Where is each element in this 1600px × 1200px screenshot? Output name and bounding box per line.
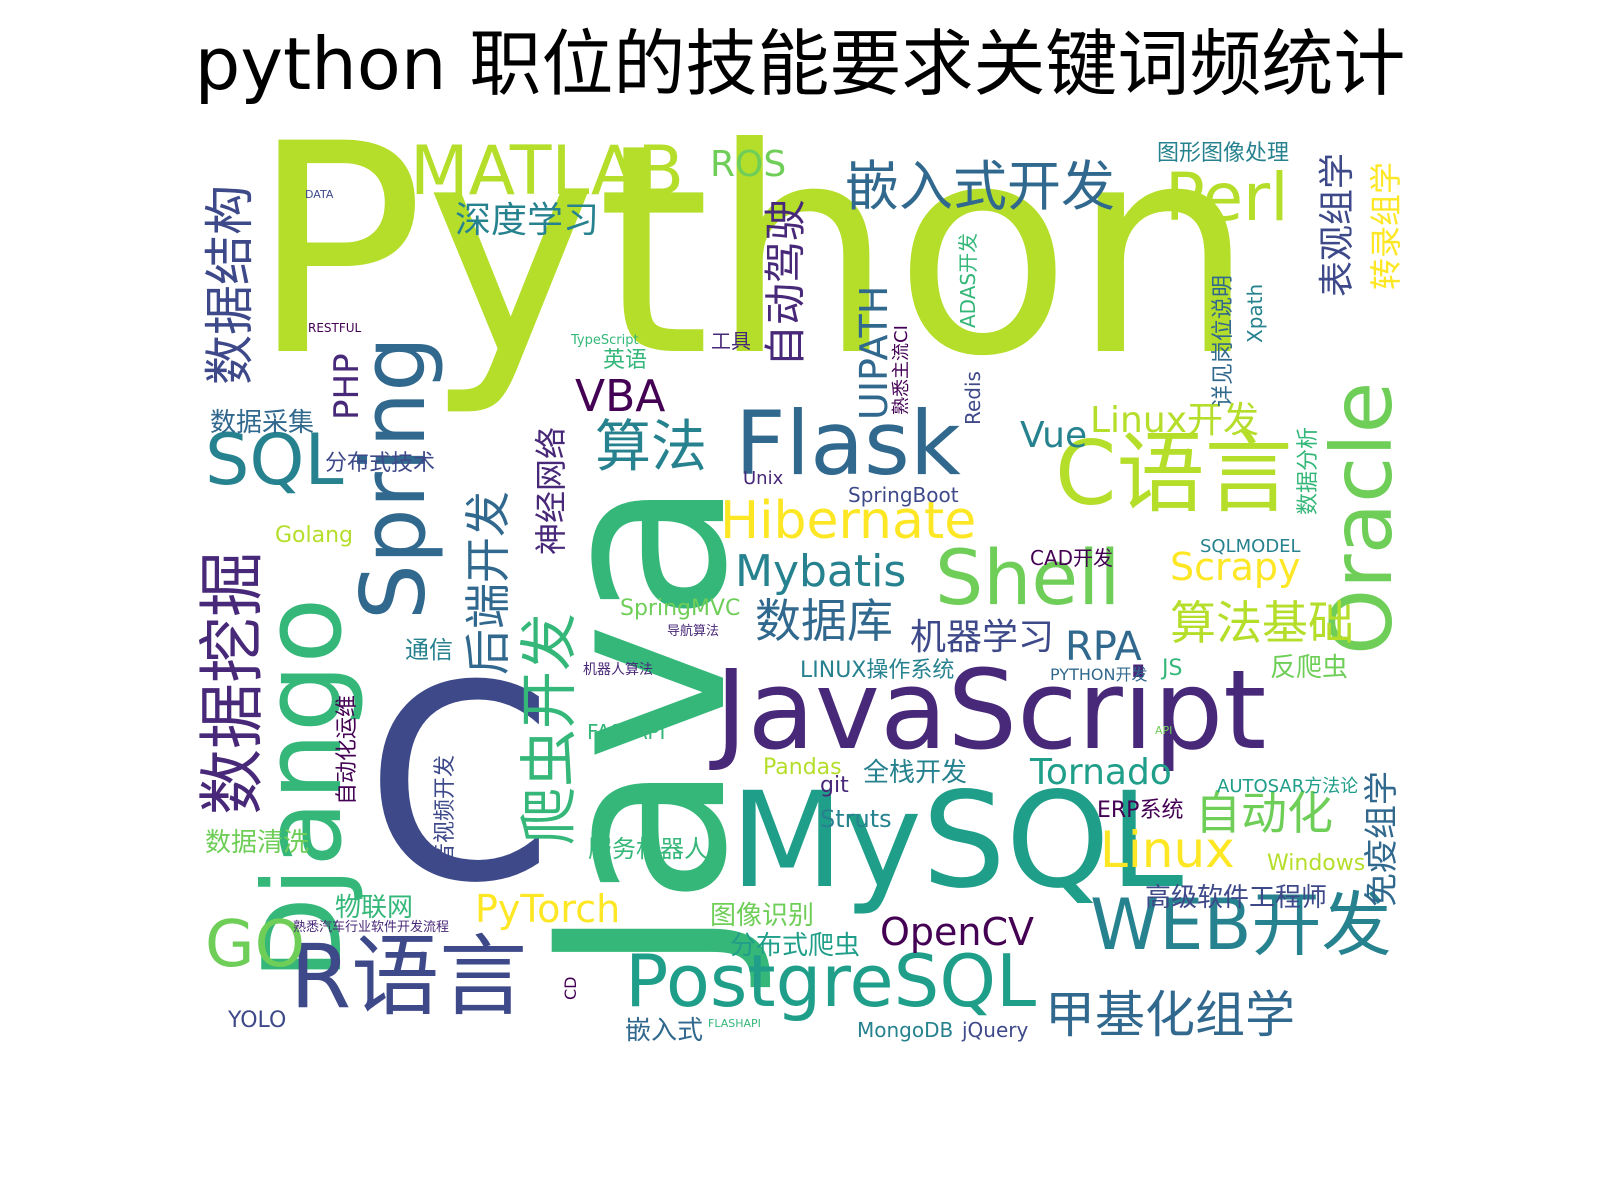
word-c-language: C语言 — [1055, 422, 1293, 525]
word-go: GO — [205, 908, 305, 982]
word-rpa: RPA — [1065, 624, 1142, 670]
word-immunomics: 免疫组学 — [1362, 771, 1402, 907]
word-cloud: Python Java C JavaScript MySQL Django Fl… — [195, 135, 1430, 1070]
word-yolo: YOLO — [228, 1008, 287, 1033]
word-r-language: R语言 — [290, 925, 528, 1028]
word-hibernate: Hibernate — [720, 491, 977, 551]
word-transcriptomics: 转录组学 — [1367, 161, 1405, 290]
word-algorithm: 算法 — [595, 415, 707, 480]
word-python-dev: PYTHON开发 — [1050, 665, 1148, 684]
word-windows: Windows — [1267, 851, 1366, 876]
word-pandas: Pandas — [763, 755, 842, 780]
word-linux-dev: Linux开发 — [1090, 400, 1259, 441]
word-deep-learning: 深度学习 — [455, 200, 600, 241]
word-c: C — [365, 627, 554, 942]
word-automotive-process: 熟悉汽车行业软件开发流程 — [293, 920, 450, 935]
word-opencv: OpenCV — [880, 910, 1035, 954]
word-ros: ROS — [710, 144, 787, 185]
word-js: JS — [1162, 656, 1183, 681]
word-shell: Shell — [935, 533, 1121, 622]
word-sqlmodel: SQLMODEL — [1200, 536, 1301, 557]
word-machine-learning: 机器学习 — [910, 617, 1055, 658]
word-git: git — [820, 773, 849, 798]
word-redis: Redis — [961, 371, 985, 425]
word-algorithm-basics: 算法基础 — [1170, 596, 1354, 650]
word-cd: CD — [561, 976, 580, 1001]
word-springboot: SpringBoot — [848, 483, 959, 507]
word-scrapy: Scrapy — [1170, 545, 1301, 589]
word-automation: 自动化 — [1195, 786, 1333, 840]
word-anti-crawler: 反爬虫 — [1270, 653, 1349, 683]
word-iot: 物联网 — [335, 893, 414, 923]
word-av-dev: 音视频开发 — [433, 754, 458, 865]
word-struts: Struts — [820, 805, 892, 833]
word-unix: Unix — [743, 468, 784, 489]
word-graphics-processing: 图形图像处理 — [1157, 141, 1290, 166]
word-cad-dev: CAD开发 — [1030, 546, 1114, 570]
word-crawler-dev: 爬虫开发 — [515, 612, 583, 845]
word-data-structure: 数据结构 — [201, 185, 259, 385]
word-springmvc: SpringMVC — [620, 596, 741, 621]
word-data-analysis: 数据分析 — [1296, 426, 1321, 515]
word-data-mining: 数据挖掘 — [195, 551, 271, 815]
word-web-dev: WEB开发 — [1090, 884, 1392, 966]
word-backend-dev: 后端开发 — [461, 491, 515, 675]
word-epigenomics: 表观组学 — [1317, 152, 1358, 297]
word-matlab: MATLAB — [410, 135, 685, 211]
word-embedded: 嵌入式 — [625, 1016, 704, 1046]
word-data-collection: 数据采集 — [210, 408, 315, 438]
word-autosar: AUTOSAR方法论 — [1217, 776, 1359, 797]
word-linux: Linux — [1100, 821, 1235, 879]
word-flask: Flask — [735, 392, 961, 495]
word-api: API — [1155, 724, 1173, 737]
word-data-cleaning: 数据清洗 — [205, 828, 310, 858]
word-robot-algorithm: 机器人算法 — [583, 662, 653, 678]
word-mongodb: MongoDB — [857, 1018, 954, 1042]
word-adas-dev: ADAS开发 — [956, 232, 980, 328]
word-pytorch: PyTorch — [475, 887, 621, 931]
word-embedded-dev: 嵌入式开发 — [845, 155, 1115, 218]
word-communication: 通信 — [405, 636, 453, 664]
word-restful: RESTFUL — [308, 321, 362, 335]
word-english: 英语 — [603, 348, 648, 373]
word-typescript: TypeScript — [571, 333, 639, 348]
word-uipath: UIPATH — [852, 285, 896, 420]
word-postgresql: PostgreSQL — [625, 939, 1037, 1023]
word-methylation: 甲基化组学 — [1045, 986, 1295, 1044]
word-neural-network: 神经网络 — [532, 426, 570, 555]
word-erp-system: ERP系统 — [1097, 798, 1184, 823]
chart-title: python 职位的技能要求关键词频统计 — [194, 22, 1406, 106]
word-autonomous-driving: 自动驾驶 — [761, 198, 810, 367]
word-flashapi: FLASHAPI — [708, 1017, 761, 1030]
word-jquery: jQuery — [962, 1018, 1029, 1042]
word-fullstack-dev: 全栈开发 — [863, 758, 968, 788]
word-sql: SQL — [205, 419, 344, 501]
word-fastapi: FASTAPI — [587, 720, 666, 744]
word-mysql: MySQL — [730, 764, 1184, 918]
word-xpath: Xpath — [1243, 283, 1267, 343]
word-linux-os: LINUX操作系统 — [800, 658, 955, 683]
word-see-job-desc: 详见岗位说明 — [1211, 274, 1236, 407]
word-golang: Golang — [275, 523, 354, 548]
word-data: DATA — [305, 188, 334, 201]
word-distributed-crawler: 分布式爬虫 — [730, 931, 861, 961]
word-mybatis: Mybatis — [735, 546, 907, 597]
word-tools: 工具 — [711, 329, 751, 353]
word-javascript: JavaScript — [715, 646, 1267, 774]
word-ci: 熟悉主流CI — [891, 325, 912, 415]
word-nav-algorithm: 导航算法 — [667, 624, 720, 639]
word-tornado: Tornado — [1030, 752, 1172, 793]
word-image-recognition: 图像识别 — [710, 901, 815, 931]
word-senior-engineer: 高级软件工程师 — [1145, 883, 1328, 913]
word-python: Python — [250, 135, 1256, 420]
word-php: PHP — [327, 353, 367, 420]
word-perl: Perl — [1165, 159, 1289, 236]
word-database: 数据库 — [755, 594, 893, 648]
word-auto-ops: 自动化运维 — [335, 694, 360, 805]
word-vue: Vue — [1020, 415, 1088, 456]
word-vba: VBA — [575, 371, 666, 422]
word-service-robot: 服务机器人 — [588, 835, 708, 863]
word-distributed-tech: 分布式技术 — [325, 451, 436, 476]
